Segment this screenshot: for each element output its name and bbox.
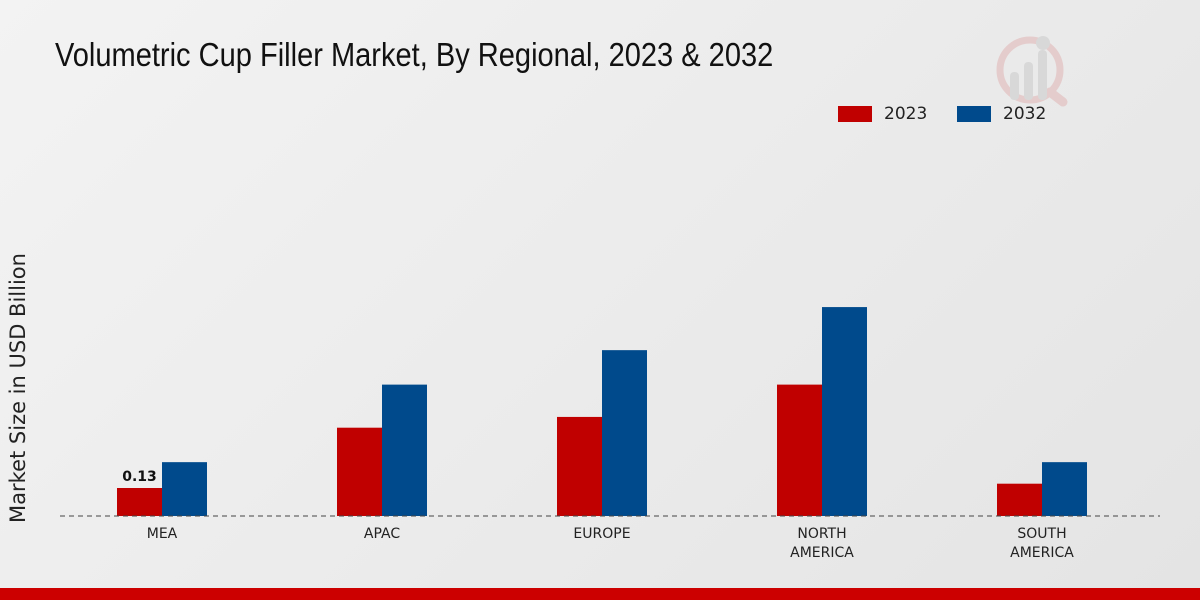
bar-2023-apac (337, 427, 382, 516)
bar-2032-europe (602, 350, 647, 516)
bar-2023-mea (117, 488, 162, 516)
legend-label-2032: 2032 (1003, 104, 1047, 124)
data-label: 0.13 (122, 469, 157, 485)
x-tick-label: EUROPE (573, 526, 630, 542)
chart-title: Volumetric Cup Filler Market, By Regiona… (55, 36, 774, 73)
watermark-logo-icon (996, 36, 1068, 107)
bar-2023-europe (557, 416, 602, 516)
x-tick-label: APAC (364, 526, 400, 542)
x-tick-label: MEA (147, 526, 178, 542)
x-tick-label: NORTH (797, 526, 846, 542)
x-tick-label: AMERICA (790, 545, 854, 561)
bar-2032-apac (382, 384, 427, 516)
bar-2032-mea (162, 462, 207, 516)
bar-2023-south-america (997, 483, 1042, 516)
bar-2032-north-america (822, 307, 867, 516)
legend-swatch-2023 (838, 106, 872, 122)
x-tick-label: AMERICA (1010, 545, 1074, 561)
legend-item-2032: 2032 (957, 104, 1046, 124)
bar-2023-north-america (777, 384, 822, 516)
footer-bar (0, 588, 1200, 600)
bar-2032-south-america (1042, 462, 1087, 516)
legend-item-2023: 2023 (838, 104, 927, 124)
legend-swatch-2032 (957, 106, 991, 122)
x-tick-label: SOUTH (1017, 526, 1066, 542)
legend-label-2023: 2023 (884, 104, 928, 124)
